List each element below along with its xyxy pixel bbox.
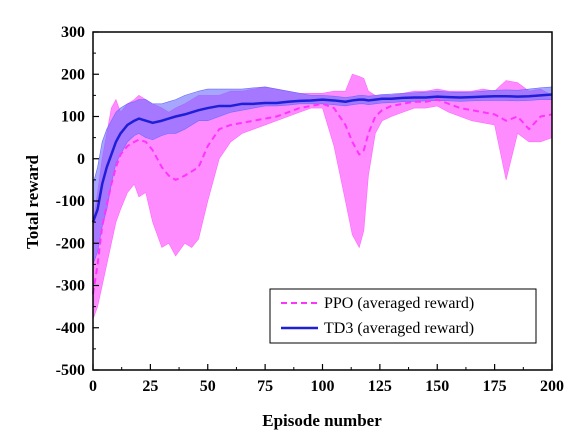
x-tick-label: 200 bbox=[540, 378, 564, 395]
y-tick-label: -300 bbox=[56, 278, 85, 295]
x-tick-label: 0 bbox=[89, 378, 97, 395]
confidence-bands bbox=[92, 73, 553, 320]
legend: PPO (averaged reward) TD3 (averaged rewa… bbox=[269, 288, 537, 344]
line-ppo bbox=[92, 98, 553, 295]
y-tick-label: 200 bbox=[61, 66, 85, 83]
x-tick-label: 75 bbox=[257, 378, 273, 395]
y-tick-label: -200 bbox=[56, 235, 85, 252]
legend-label-td3: TD3 (averaged reward) bbox=[324, 320, 474, 337]
y-tick-label: -100 bbox=[56, 193, 85, 210]
legend-box bbox=[269, 288, 537, 344]
y-tick-label: 100 bbox=[61, 109, 85, 126]
x-tick-label: 50 bbox=[200, 378, 216, 395]
x-axis-title: Episode number bbox=[262, 411, 382, 430]
x-tick-label: 125 bbox=[368, 378, 392, 395]
y-axis-title: Total reward bbox=[23, 154, 42, 249]
y-tick-label: 300 bbox=[61, 24, 85, 41]
tick-labels: 0 25 50 75 100 125 150 175 200 -500 -400 -300 -200 -1… bbox=[56, 24, 564, 395]
y-tick-label: -400 bbox=[56, 320, 85, 337]
x-tick-label: 25 bbox=[142, 378, 158, 395]
y-tick-label: -500 bbox=[56, 362, 85, 379]
legend-label-ppo: PPO (averaged reward) bbox=[324, 295, 474, 312]
axis-ticks bbox=[92, 31, 553, 371]
x-tick-label: 150 bbox=[425, 378, 449, 395]
line-td3 bbox=[91, 93, 553, 223]
x-tick-label: 175 bbox=[483, 378, 507, 395]
y-tick-label: 0 bbox=[77, 151, 85, 168]
series-lines bbox=[91, 93, 553, 295]
x-tick-label: 100 bbox=[311, 378, 335, 395]
